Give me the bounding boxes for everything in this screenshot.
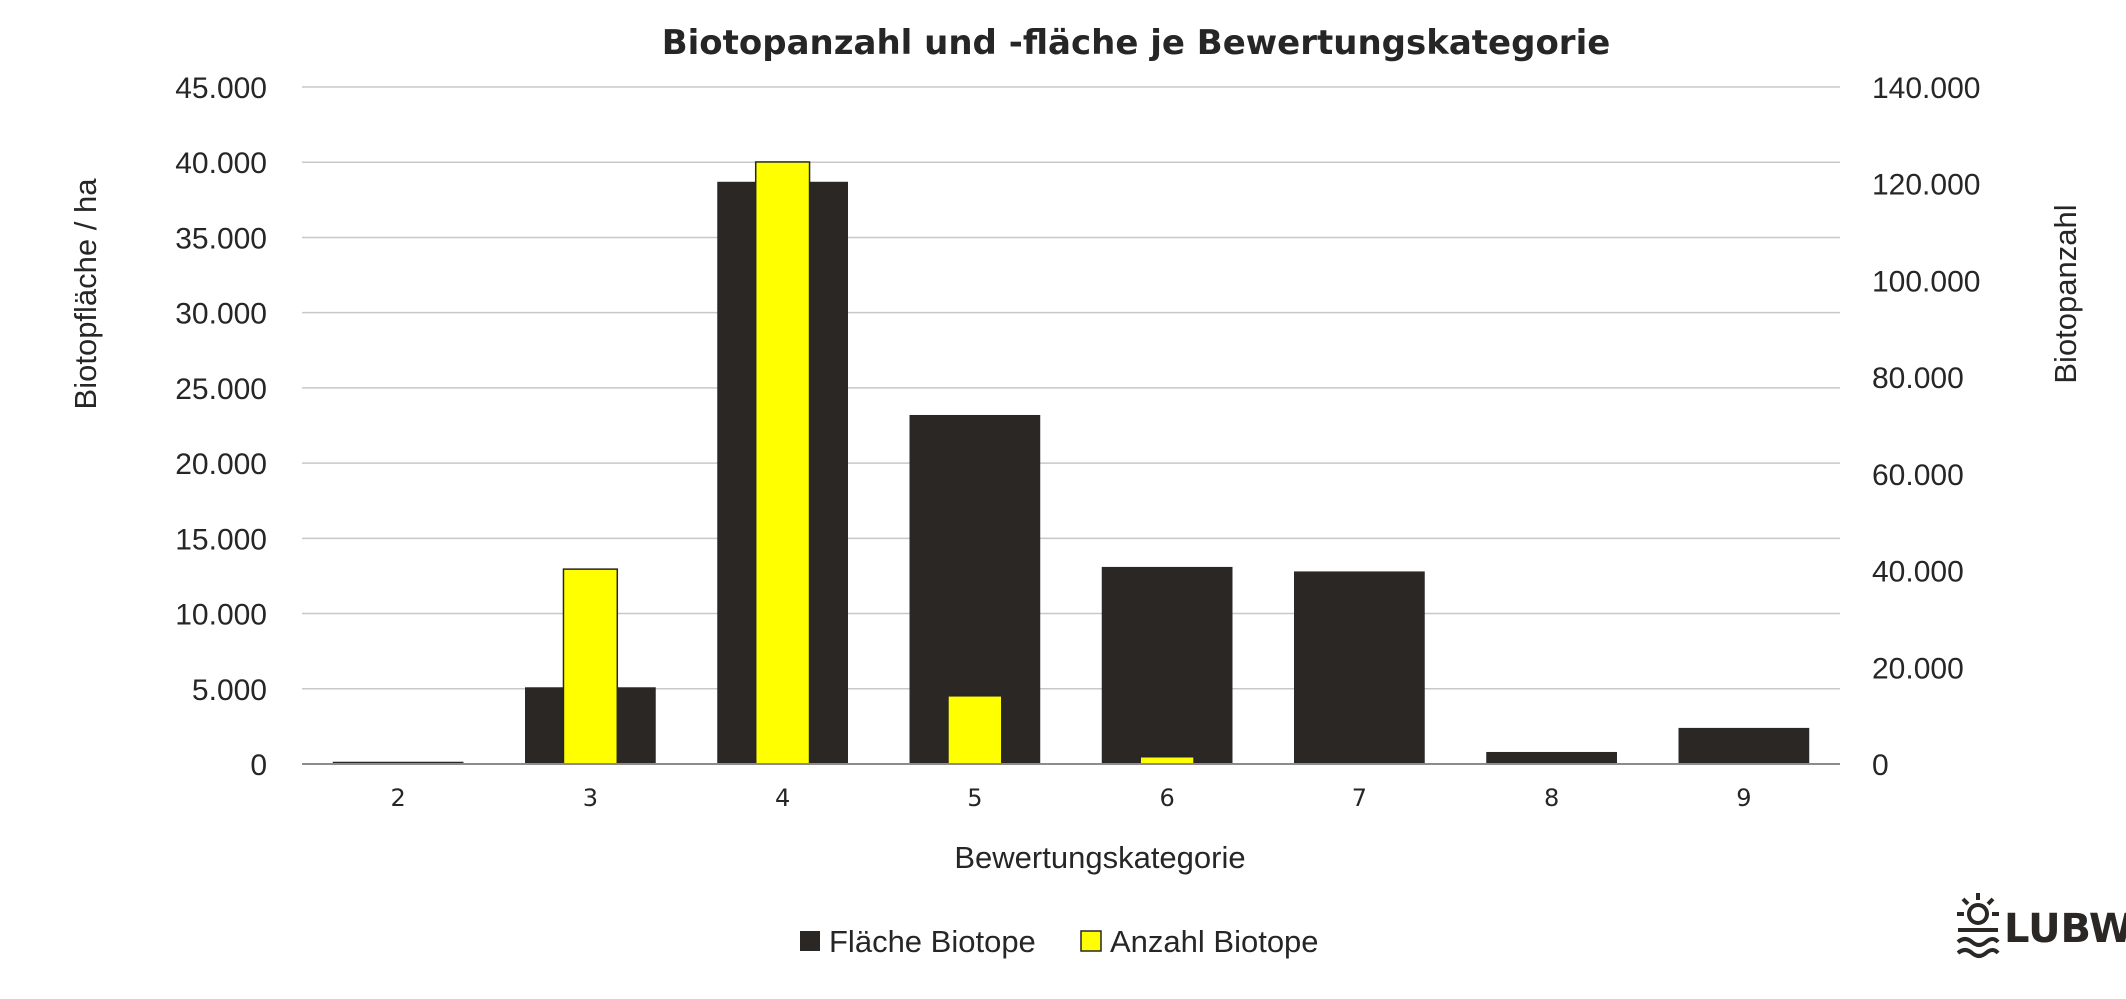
bar-area-8 — [1486, 751, 1617, 764]
grid — [302, 86, 1840, 690]
y-right-tick-label: 60.000 — [1872, 459, 1964, 492]
bars-count-series — [562, 161, 1195, 765]
legend: Fläche Biotope Anzahl Biotope — [800, 924, 1319, 959]
bar-area-9 — [1678, 727, 1810, 764]
x-axis-label: Bewertungskategorie — [954, 840, 1245, 875]
logo-text: LUBW — [2004, 906, 2126, 952]
bar-count-4 — [754, 161, 811, 765]
y-left-tick-label: 35.000 — [175, 222, 267, 255]
bar-count-3 — [562, 568, 619, 765]
y-left-tick-label: 25.000 — [175, 373, 267, 406]
x-tick-label: 4 — [775, 784, 790, 812]
bar-area-7 — [1294, 571, 1425, 764]
y-left-tick-label: 30.000 — [175, 298, 267, 331]
lubw-logo: LUBW — [1956, 893, 2126, 958]
sun-icon — [1956, 893, 2000, 958]
y-right-tick-label: 100.000 — [1872, 265, 1980, 298]
legend-swatch-area — [800, 931, 820, 951]
y-left-tick-label: 20.000 — [175, 448, 267, 481]
y-right-tick-label: 0 — [1872, 749, 1889, 782]
bar-count-6 — [1139, 755, 1195, 765]
y-axis-left-ticks: 0 5.000 10.000 15.000 20.000 25.000 30.000 35.0… — [175, 72, 267, 782]
y-right-tick-label: 120.000 — [1872, 169, 1980, 202]
x-tick-label: 8 — [1544, 784, 1559, 812]
y-axis-right-label: Biotopanzahl — [2048, 204, 2083, 383]
y-left-tick-label: 15.000 — [175, 523, 267, 556]
y-axis-right-ticks: 0 20.000 40.000 60.000 80.000 100.000 120.000 1… — [1872, 72, 1980, 782]
y-axis-left-label: Biotopfläche / ha — [68, 178, 103, 410]
x-tick-label: 3 — [583, 784, 598, 812]
legend-swatch-count — [1080, 930, 1102, 952]
x-tick-label: 5 — [967, 784, 982, 812]
y-right-tick-label: 80.000 — [1872, 362, 1964, 395]
y-left-tick-label: 45.000 — [175, 72, 267, 105]
bar-area-2 — [332, 761, 464, 764]
bars-area-series — [332, 181, 1810, 764]
y-right-tick-label: 140.000 — [1872, 72, 1980, 105]
x-tick-label: 6 — [1159, 784, 1174, 812]
y-right-tick-label: 40.000 — [1872, 556, 1964, 589]
legend-label-area: Fläche Biotope — [829, 924, 1036, 959]
bar-area-6 — [1101, 566, 1233, 764]
x-tick-label: 9 — [1736, 784, 1751, 812]
y-left-tick-label: 5.000 — [192, 674, 267, 707]
y-left-tick-label: 40.000 — [175, 147, 267, 180]
chart-title: Biotopanzahl und -fläche je Bewertungska… — [662, 23, 1611, 63]
y-right-tick-label: 20.000 — [1872, 652, 1964, 685]
y-left-tick-label: 10.000 — [175, 599, 267, 632]
x-axis-ticks: 2 3 4 5 6 7 8 9 — [390, 784, 1751, 812]
x-tick-label: 7 — [1352, 784, 1367, 812]
x-tick-label: 2 — [390, 784, 405, 812]
legend-label-count: Anzahl Biotope — [1110, 924, 1319, 959]
y-left-tick-label: 0 — [250, 749, 267, 782]
bar-count-5 — [947, 695, 1003, 765]
